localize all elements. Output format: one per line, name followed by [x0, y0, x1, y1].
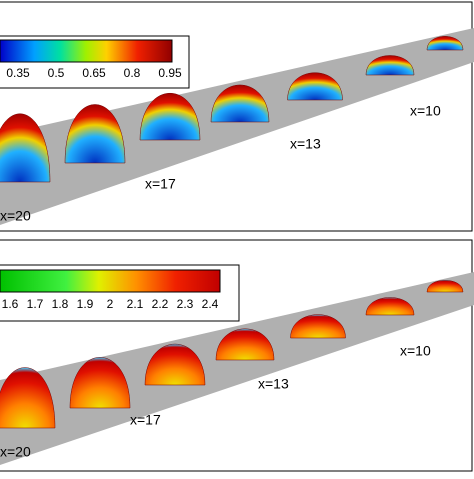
colorbar-tick-label: 2	[107, 297, 114, 311]
colorbar-tick-label: 0.5	[48, 66, 65, 80]
colorbar	[0, 269, 221, 293]
slice	[64, 104, 126, 164]
slice-label: x=20	[0, 208, 31, 224]
slice	[210, 84, 270, 123]
slice-label: x=17	[145, 176, 176, 192]
colorbar-tick-label: 2.2	[152, 297, 169, 311]
plane	[0, 272, 474, 465]
slice	[69, 357, 131, 409]
panel-frame	[0, 1, 473, 232]
slice-label: x=13	[258, 376, 289, 392]
colorbar-tick-label: 2.3	[177, 297, 194, 311]
slice-label: x=10	[410, 103, 441, 119]
colorbar-tick-label: 1.7	[27, 297, 44, 311]
slice-label: x=10	[400, 343, 431, 359]
slice-label: x=17	[130, 412, 161, 428]
panel-frame	[0, 239, 473, 472]
slice	[215, 328, 275, 361]
colorbar-tick-label: 1.8	[52, 297, 69, 311]
colorbar-tick-label: 1.9	[77, 297, 94, 311]
slice-label: x=20	[0, 444, 31, 460]
colorbar-tick-label: 0.8	[124, 66, 141, 80]
plane	[0, 28, 474, 225]
colorbar-tick-label: 0.95	[158, 66, 182, 80]
slice	[365, 297, 415, 316]
colorbar-tick-label: 0.65	[82, 66, 106, 80]
slice	[0, 367, 56, 429]
slice	[144, 343, 206, 386]
slice	[290, 314, 346, 339]
colorbar-tick-label: 0.35	[6, 66, 30, 80]
colorbar-tick-label: 2.1	[127, 297, 144, 311]
slice	[0, 113, 51, 183]
slice	[287, 72, 343, 101]
slice-label: x=13	[290, 136, 321, 152]
colorbar	[0, 39, 173, 63]
slice	[426, 36, 464, 51]
slice	[139, 92, 201, 141]
colorbar-tick-label: 2.4	[202, 297, 219, 311]
slice	[426, 280, 464, 293]
colorbar-tick-label: 1.6	[2, 297, 19, 311]
slice	[365, 55, 415, 76]
